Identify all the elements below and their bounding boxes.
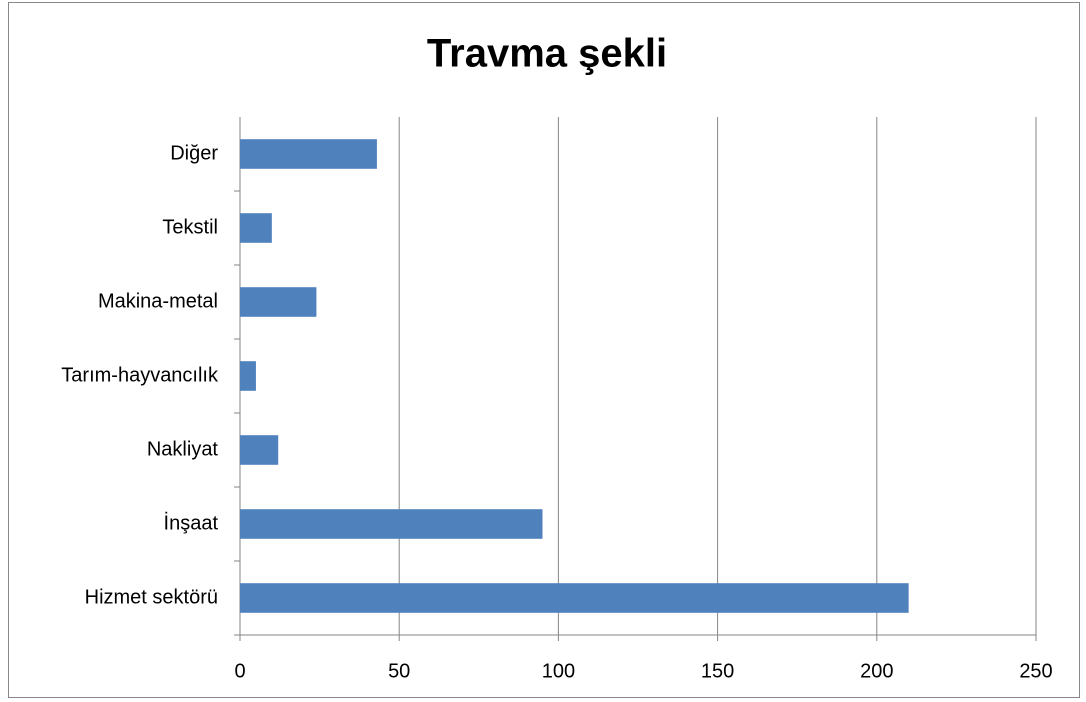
y-tick-label: Tarım-hayvancılık — [61, 364, 219, 386]
bar — [240, 509, 543, 539]
chart-title: Travma şekli — [427, 32, 667, 76]
y-tick-label: Diğer — [170, 142, 218, 164]
y-tick-label: Tekstil — [162, 216, 218, 238]
y-tick-label: Makina-metal — [98, 290, 218, 312]
bar — [240, 287, 317, 317]
y-tick-label: Nakliyat — [147, 438, 219, 460]
bar — [240, 361, 256, 391]
x-tick-label: 0 — [234, 660, 245, 682]
bar — [240, 583, 909, 613]
x-tick-label: 100 — [542, 660, 575, 682]
x-tick-label: 50 — [388, 660, 410, 682]
x-tick-label: 150 — [701, 660, 734, 682]
bar — [240, 213, 272, 243]
chart-border — [8, 2, 1080, 698]
y-tick-label: Hizmet sektörü — [85, 586, 218, 608]
bar — [240, 139, 377, 169]
x-tick-label: 250 — [1019, 660, 1052, 682]
y-tick-label: İnşaat — [164, 511, 219, 534]
bar — [240, 435, 279, 465]
x-tick-label: 200 — [860, 660, 893, 682]
